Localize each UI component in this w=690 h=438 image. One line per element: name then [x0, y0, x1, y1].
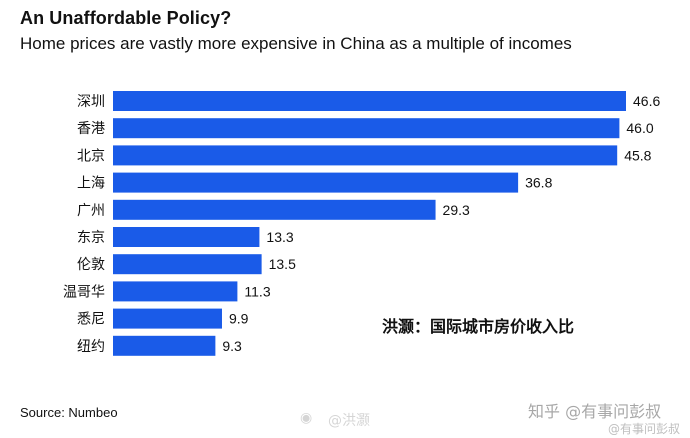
chart-subtitle: Home prices are vastly more expensive in…: [20, 34, 572, 53]
value-label-4: 29.3: [443, 202, 470, 218]
source-note: Source: Numbeo: [20, 405, 118, 420]
chart-annotation: 洪灏：国际城市房价收入比: [382, 317, 575, 336]
bar-5: [113, 227, 260, 247]
chart-title: An Unaffordable Policy?: [20, 8, 232, 28]
value-label-1: 46.0: [626, 120, 653, 136]
value-label-2: 45.8: [624, 147, 651, 163]
bar-8: [113, 308, 222, 329]
bar-6: [113, 254, 262, 275]
category-label-0: 深圳: [77, 94, 105, 110]
watermark-zhihu: 知乎 @有事问彭叔: [528, 402, 662, 421]
category-label-5: 东京: [77, 230, 105, 246]
category-label-3: 上海: [77, 176, 105, 192]
bar-3: [113, 172, 519, 193]
bar-0: [113, 91, 626, 111]
category-label-4: 广州: [77, 203, 105, 219]
bar-1: [113, 118, 620, 139]
bar-7: [113, 281, 238, 302]
category-label-9: 纽约: [77, 339, 105, 355]
value-label-8: 9.9: [229, 311, 249, 327]
watermark-weibo: @洪灏: [328, 413, 370, 429]
value-label-9: 9.3: [222, 338, 242, 354]
watermark-bottom: @有事问彭叔: [608, 422, 681, 436]
value-label-6: 13.5: [269, 256, 296, 272]
category-label-2: 北京: [77, 148, 105, 164]
bar-4: [113, 199, 436, 220]
bar-2: [113, 145, 618, 166]
value-label-3: 36.8: [525, 175, 552, 191]
category-label-8: 悉尼: [77, 312, 105, 328]
category-label-7: 温哥华: [63, 284, 105, 300]
category-label-6: 伦敦: [77, 257, 105, 273]
bar-9: [113, 335, 216, 356]
value-label-5: 13.3: [266, 229, 293, 245]
weibo-icon: ◉: [300, 410, 313, 426]
value-label-0: 46.6: [633, 93, 660, 109]
value-label-7: 11.3: [244, 283, 270, 299]
category-label-1: 香港: [77, 121, 105, 137]
